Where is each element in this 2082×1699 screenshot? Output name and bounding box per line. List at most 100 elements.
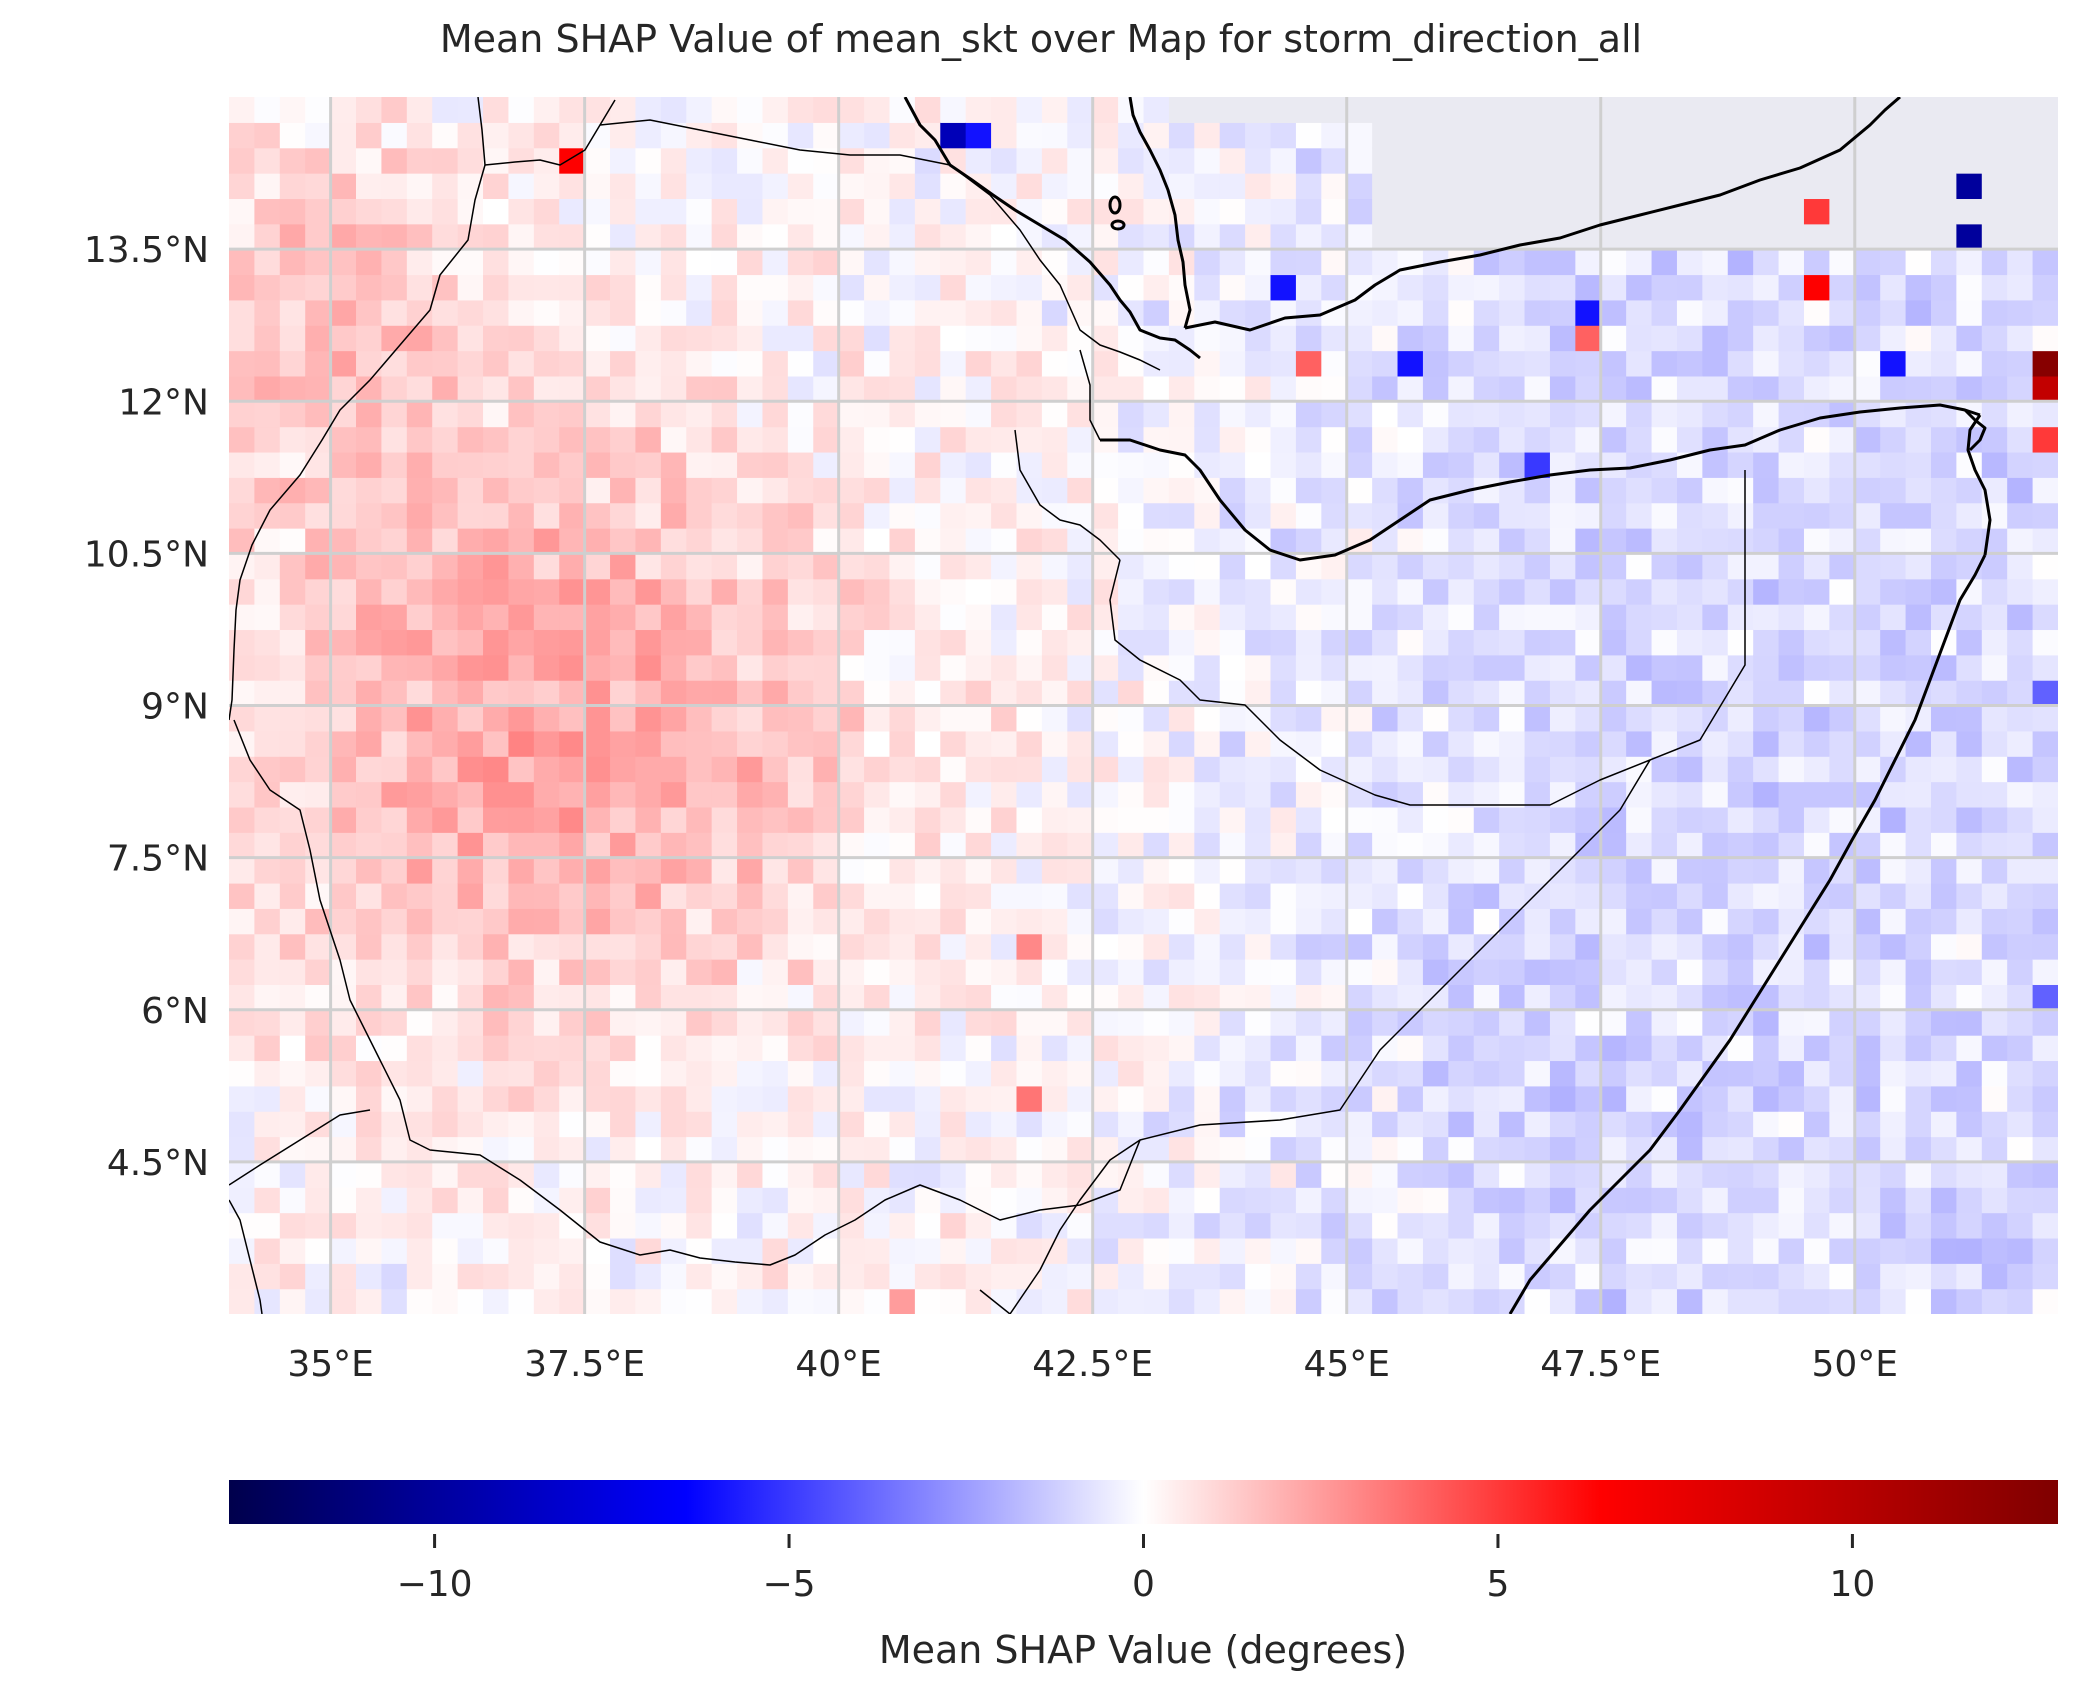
heatmap-cell bbox=[1651, 680, 1678, 707]
heatmap-cell bbox=[610, 173, 637, 200]
heatmap-cell bbox=[1676, 97, 1703, 123]
heatmap-cell bbox=[737, 832, 764, 859]
heatmap-cell bbox=[1219, 629, 1246, 656]
heatmap-cell bbox=[356, 1212, 383, 1239]
heatmap-cell bbox=[1016, 781, 1043, 808]
heatmap-cell bbox=[1626, 629, 1653, 656]
heatmap-cell bbox=[1422, 299, 1449, 326]
heatmap-cell bbox=[1549, 502, 1576, 529]
heatmap-cell bbox=[1702, 451, 1729, 478]
heatmap-cell bbox=[1676, 832, 1703, 859]
heatmap-cell bbox=[305, 1187, 332, 1214]
heatmap-cell bbox=[787, 223, 814, 250]
heatmap-cell bbox=[1067, 1009, 1094, 1036]
heatmap-cell bbox=[1016, 325, 1043, 352]
heatmap-cell bbox=[1549, 578, 1576, 605]
heatmap-cell bbox=[1905, 1085, 1932, 1112]
coastline-somalia-east bbox=[1508, 554, 1987, 1314]
heatmap-cell bbox=[1346, 1009, 1373, 1036]
heatmap-cell bbox=[864, 705, 891, 732]
heatmap-cell bbox=[1295, 984, 1322, 1011]
heatmap-cell bbox=[483, 933, 510, 960]
heatmap-cell bbox=[1549, 274, 1576, 301]
heatmap-cell bbox=[1016, 832, 1043, 859]
heatmap-cell bbox=[813, 1263, 840, 1290]
heatmap-cell bbox=[1626, 223, 1653, 250]
heatmap-cell bbox=[254, 705, 281, 732]
heatmap-cell bbox=[483, 680, 510, 707]
heatmap-cell bbox=[1575, 1212, 1602, 1239]
heatmap-cell bbox=[508, 959, 535, 985]
heatmap-cell bbox=[1092, 1187, 1119, 1214]
heatmap-cell bbox=[914, 654, 941, 681]
heatmap-cell bbox=[1168, 1111, 1195, 1138]
heatmap-cell bbox=[1092, 553, 1119, 580]
heatmap-cell bbox=[483, 604, 510, 631]
colorbar-tick-label: 0 bbox=[1132, 1564, 1155, 1605]
heatmap-cell bbox=[1295, 274, 1322, 301]
heatmap-cell bbox=[940, 730, 967, 757]
heatmap-cell bbox=[787, 730, 814, 757]
heatmap-cell bbox=[1499, 984, 1526, 1011]
heatmap-cell bbox=[1803, 908, 1830, 935]
heatmap-cell bbox=[1905, 223, 1932, 250]
heatmap-cell bbox=[1676, 781, 1703, 808]
heatmap-cell bbox=[279, 1237, 306, 1264]
heatmap-cell bbox=[1270, 426, 1297, 453]
heatmap-cell bbox=[1143, 528, 1170, 554]
heatmap-cell bbox=[1880, 223, 1907, 250]
heatmap-cell bbox=[1651, 705, 1678, 732]
heatmap-cell bbox=[1524, 1161, 1551, 1188]
heatmap-cell bbox=[914, 1237, 941, 1264]
heatmap-cell bbox=[1067, 350, 1094, 377]
heatmap-cell bbox=[1219, 654, 1246, 681]
heatmap-cell bbox=[1600, 781, 1627, 808]
heatmap-cell bbox=[1905, 1035, 1932, 1062]
heatmap-cell bbox=[1041, 1085, 1068, 1112]
heatmap-cell bbox=[1600, 959, 1627, 985]
heatmap-cell bbox=[559, 97, 586, 123]
heatmap-cell bbox=[940, 173, 967, 200]
heatmap-cell bbox=[1016, 1161, 1043, 1188]
heatmap-cell bbox=[1880, 477, 1907, 504]
heatmap-cell bbox=[1753, 1187, 1780, 1214]
heatmap-cell bbox=[1753, 528, 1780, 554]
heatmap-cell bbox=[1727, 908, 1754, 935]
heatmap-cell bbox=[1448, 1035, 1475, 1062]
heatmap-cell bbox=[1753, 578, 1780, 605]
heatmap-cell bbox=[1803, 1085, 1830, 1112]
heatmap-cell bbox=[483, 730, 510, 757]
heatmap-cell bbox=[1702, 654, 1729, 681]
heatmap-cell bbox=[2032, 680, 2058, 707]
heatmap-cell bbox=[406, 933, 433, 960]
heatmap-cell bbox=[1829, 959, 1856, 985]
heatmap-cell bbox=[1727, 477, 1754, 504]
heatmap-cell bbox=[1092, 401, 1119, 428]
heatmap-cell bbox=[1829, 528, 1856, 554]
heatmap-cell bbox=[813, 1111, 840, 1138]
heatmap-cell bbox=[762, 147, 789, 174]
heatmap-cell bbox=[1016, 629, 1043, 656]
heatmap-cell bbox=[813, 325, 840, 352]
heatmap-cell bbox=[1499, 1187, 1526, 1214]
heatmap-cell bbox=[1930, 1187, 1957, 1214]
heatmap-cell bbox=[1702, 223, 1729, 250]
heatmap-cell bbox=[711, 857, 738, 884]
heatmap-cell bbox=[1245, 249, 1272, 276]
heatmap-cell bbox=[914, 629, 941, 656]
heatmap-cell bbox=[660, 426, 687, 453]
heatmap-cell bbox=[584, 173, 611, 200]
heatmap-cell bbox=[1702, 198, 1729, 225]
heatmap-cell bbox=[1676, 1288, 1703, 1314]
heatmap-cell bbox=[1651, 857, 1678, 884]
heatmap-cell bbox=[965, 249, 992, 276]
heatmap-cell bbox=[1118, 1187, 1145, 1214]
heatmap-cell bbox=[1067, 426, 1094, 453]
heatmap-cell bbox=[1372, 604, 1399, 631]
heatmap-cell bbox=[838, 249, 865, 276]
heatmap-cell bbox=[1346, 1136, 1373, 1163]
heatmap-cell bbox=[330, 553, 357, 580]
heatmap-cell bbox=[1143, 1161, 1170, 1188]
heatmap-cell bbox=[838, 756, 865, 783]
heatmap-cell bbox=[2032, 654, 2058, 681]
